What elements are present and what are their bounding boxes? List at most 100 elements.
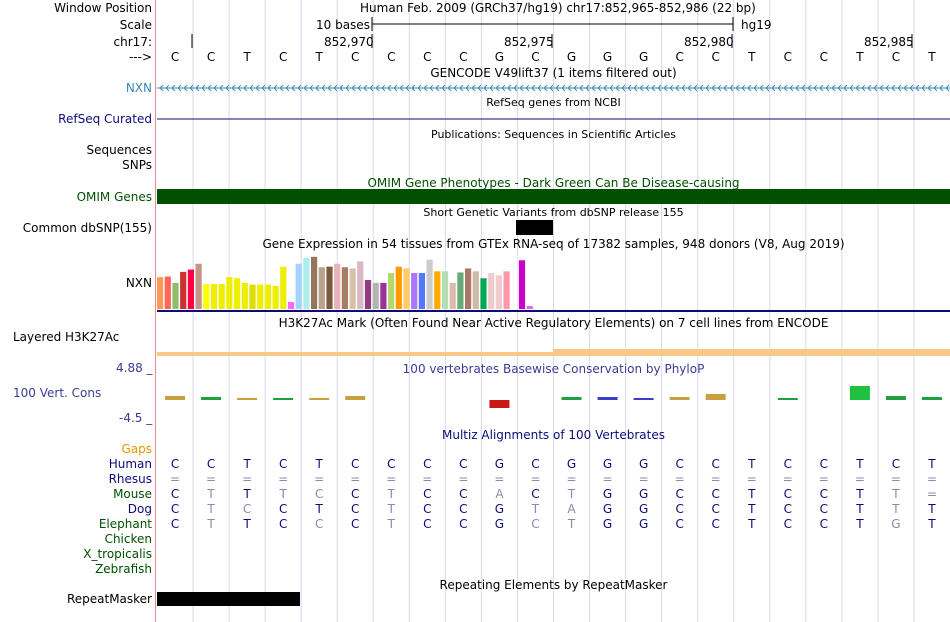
refseq-track-label[interactable]: RefSeq Curated (58, 112, 152, 126)
multiz-base: T (387, 487, 395, 501)
gtex-tissue-bar (311, 256, 318, 309)
gtex-tissue-bar (495, 275, 502, 309)
gtex-tissue-bar (210, 284, 218, 309)
gencode-strand-arrow (159, 84, 164, 92)
h3k27ac-track-label[interactable]: Layered H3K27Ac (13, 330, 120, 344)
multiz-species-label[interactable]: Elephant (98, 517, 152, 531)
gtex-tissue-bar (157, 277, 164, 309)
gtex-tissue-bar (480, 278, 487, 309)
dbsnp-track-title[interactable]: Short Genetic Variants from dbSNP releas… (423, 206, 684, 219)
multiz-base: = (926, 487, 937, 501)
multiz-base: = (169, 472, 181, 486)
gencode-strand-arrow (747, 84, 752, 92)
sequence-base: C (459, 50, 468, 64)
gencode-strand-arrow (603, 84, 608, 92)
gencode-strand-arrow (495, 84, 500, 92)
gencode-track-title[interactable]: GENCODE V49lift37 (1 items filtered out) (430, 66, 677, 80)
phylop-conservation-mark (597, 397, 618, 400)
gencode-strand-arrow (579, 84, 584, 92)
window-position-value[interactable]: Human Feb. 2009 (GRCh37/hg19) chr17:852,… (360, 1, 756, 15)
phylop-conservation-mark (273, 398, 294, 400)
gtex-tissue-bar (357, 261, 364, 309)
publications-track-label[interactable]: Sequences (86, 143, 152, 157)
multiz-base: = (422, 472, 433, 486)
multiz-species-label[interactable]: Chicken (104, 532, 152, 546)
gtex-tissue-bar (180, 271, 187, 309)
gencode-strand-arrow (891, 84, 896, 92)
gtex-tissue-bar (195, 263, 202, 309)
multiz-base: T (928, 502, 936, 516)
multiz-base: C (423, 487, 432, 501)
multiz-species-label[interactable]: Mouse (113, 487, 152, 501)
multiz-base: = (458, 472, 469, 486)
multiz-base: C (783, 457, 792, 471)
gencode-strand-arrow (483, 84, 488, 92)
gencode-strand-arrow (687, 84, 692, 92)
scale-text: 10 bases (316, 18, 370, 32)
gtex-tissue-bar (449, 282, 456, 309)
multiz-species-label[interactable]: Rhesus (108, 472, 152, 486)
gencode-strand-arrow (237, 84, 242, 92)
phylop-conservation-mark (489, 400, 510, 408)
multiz-base: C (675, 487, 684, 501)
publications-track-title[interactable]: Publications: Sequences in Scientific Ar… (431, 128, 676, 141)
multiz-base: C (242, 502, 252, 516)
repeatmasker-track-title[interactable]: Repeating Elements by RepeatMasker (439, 578, 668, 592)
gtex-tissue-bar (249, 284, 256, 309)
dbsnp-track-label[interactable]: Common dbSNP(155) (22, 221, 152, 235)
phylop-conservation-mark (633, 398, 654, 400)
multiz-base: G (638, 517, 649, 531)
gencode-strand-arrow (435, 84, 440, 92)
refseq-track-title[interactable]: RefSeq genes from NCBI (486, 96, 621, 109)
multiz-base: = (818, 472, 829, 486)
phylop-conservation-mark (921, 397, 942, 400)
multiz-base: G (602, 457, 613, 471)
gencode-strand-arrow (195, 84, 200, 92)
gencode-gene-label[interactable]: NXN (125, 81, 152, 95)
gtex-tissue-bar (334, 263, 341, 309)
multiz-base: C (531, 457, 540, 471)
phylop-max-label: 4.88 _ (116, 361, 153, 375)
multiz-base: C (423, 457, 432, 471)
multiz-species-label[interactable]: Dog (127, 502, 152, 516)
gencode-strand-arrow (783, 84, 788, 92)
multiz-base: = (746, 472, 757, 486)
h3k27ac-signal (157, 352, 553, 356)
omim-track-title[interactable]: OMIM Gene Phenotypes - Dark Green Can Be… (367, 176, 740, 190)
gtex-tissue-bar (203, 284, 210, 309)
gencode-strand-arrow (813, 84, 818, 92)
gencode-strand-arrow (909, 84, 914, 92)
gencode-strand-arrow (663, 84, 668, 92)
gtex-tissue-bar (434, 271, 441, 309)
sequence-base: C (675, 50, 684, 64)
multiz-base: C (711, 457, 720, 471)
repeatmasker-track-label[interactable]: RepeatMasker (66, 592, 152, 606)
gtex-track-title[interactable]: Gene Expression in 54 tissues from GTEx … (262, 237, 845, 251)
gencode-strand-arrow (273, 84, 278, 92)
omim-track-label[interactable]: OMIM Genes (76, 190, 152, 204)
repeatmasker-element (157, 592, 300, 606)
h3k27ac-track-title[interactable]: H3K27Ac Mark (Often Found Near Active Re… (278, 316, 829, 330)
multiz-track-title[interactable]: Multiz Alignments of 100 Vertebrates (441, 428, 666, 442)
gencode-strand-arrow (621, 84, 626, 92)
multiz-base: T (207, 517, 215, 531)
multiz-base: C (711, 487, 720, 501)
sequence-base: C (531, 50, 540, 64)
gencode-strand-arrow (843, 84, 848, 92)
phylop-track-label[interactable]: 100 Vert. Cons (13, 386, 102, 400)
gtex-tissue-bar (388, 273, 395, 309)
multiz-base: C (278, 457, 288, 471)
gencode-strand-arrow (585, 84, 590, 92)
multiz-base: C (819, 502, 829, 516)
multiz-species-label[interactable]: Human (108, 457, 152, 471)
multiz-base: T (856, 502, 864, 516)
gtex-gene-label[interactable]: NXN (125, 276, 152, 290)
sequence-base: T (243, 50, 251, 64)
phylop-track-title[interactable]: 100 vertebrates Basewise Conservation by… (402, 362, 705, 376)
gencode-strand-arrow (717, 84, 722, 92)
sequence-base: G (494, 50, 505, 64)
snps-track-label[interactable]: SNPs (122, 158, 152, 172)
multiz-species-label[interactable]: Zebrafish (95, 562, 152, 576)
gtex-tissue-bar (380, 282, 387, 309)
multiz-species-label[interactable]: X_tropicalis (83, 547, 152, 561)
